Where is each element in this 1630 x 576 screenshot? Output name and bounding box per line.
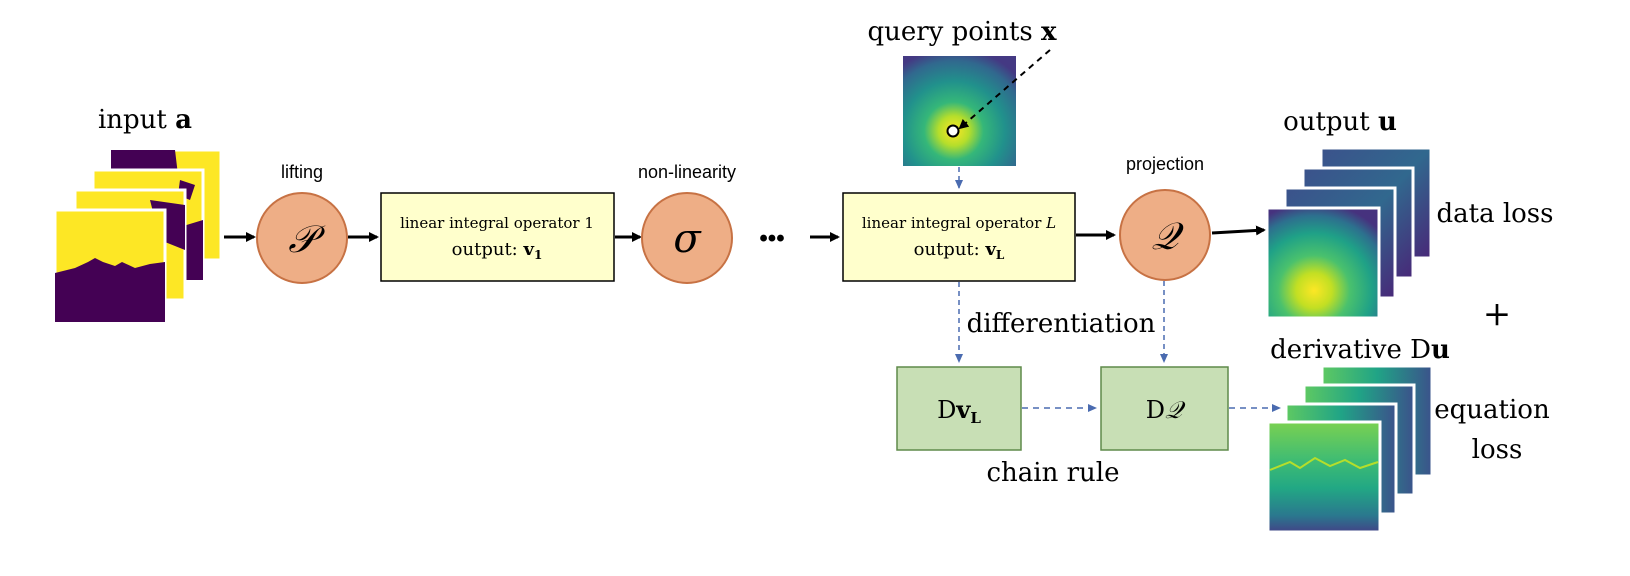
query-points-label: query points x [867,17,1057,47]
query-point-pointer [958,49,1051,130]
output-image-stack [1265,146,1433,320]
loss-label: loss [1472,435,1523,465]
operator-1-box: linear integral operator 1 output: v1 [380,192,615,282]
ellipsis: ••• [759,225,784,252]
query-point-marker [946,124,960,138]
operator-L-box: linear integral operator L output: vL [842,192,1076,282]
arrow-projection-to-output [1211,225,1266,236]
projection-node: 𝒬 [1119,189,1211,281]
differentiation-label-bg [966,308,1156,340]
dQ-text: D𝒬 [1146,396,1186,424]
differentiation-label: differentiation [967,309,1156,339]
operator-L-output: output: vL [914,239,1005,262]
input-image-1 [53,208,167,324]
operator-L-title: linear integral operator L [862,214,1056,232]
chain-rule-label: chain rule [986,458,1119,488]
nonlinearity-node: σ [641,192,733,284]
lifting-label: lifting [281,162,323,182]
nonlinearity-label: non-linearity [638,162,736,182]
input-image-stack [53,148,223,324]
projection-label: projection [1126,154,1204,174]
derivative-label: derivative Du [1270,335,1450,365]
operator-1-output: output: v1 [452,239,543,262]
input-label: input a [98,105,192,135]
query-field-image [903,56,1016,166]
dvL-box: DvL [896,366,1022,451]
dQ-box: D𝒬 [1100,366,1229,451]
sigma-symbol: σ [673,216,702,262]
derivative-image-1 [1266,420,1382,534]
derivative-image-stack [1266,364,1434,534]
output-image-1 [1265,206,1381,320]
plus-sign: + [1483,294,1512,334]
output-label: output u [1283,107,1397,137]
data-loss-label: data loss [1436,199,1553,229]
lifting-node: 𝒫 [256,192,348,284]
operator-1-title: linear integral operator 1 [400,214,594,232]
equation-label: equation [1434,395,1550,425]
dvL-text: DvL [937,395,981,427]
